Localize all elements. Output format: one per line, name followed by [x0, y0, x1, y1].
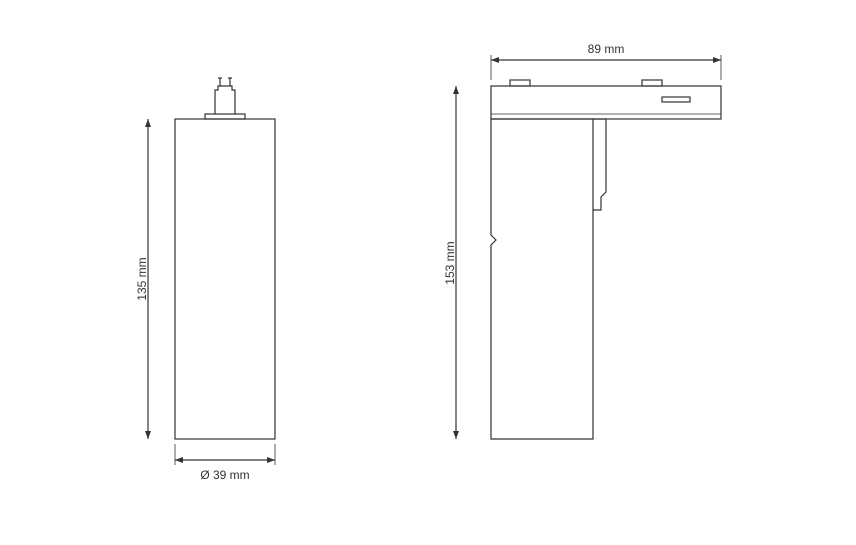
side-adapter-slot — [662, 97, 690, 102]
arrowhead — [145, 119, 151, 127]
side-adapter-notch-1 — [510, 80, 530, 86]
arrowhead — [145, 431, 151, 439]
side-tab — [593, 119, 606, 210]
side-body — [491, 119, 593, 439]
front-top-plate — [205, 114, 245, 119]
front-width-label: Ø 39 mm — [195, 468, 255, 482]
drawing-svg — [0, 0, 856, 540]
arrowhead — [267, 457, 275, 463]
arrowhead — [453, 431, 459, 439]
side-width-label: 89 mm — [576, 42, 636, 56]
arrowhead — [491, 57, 499, 63]
technical-drawing: 135 mm Ø 39 mm 153 mm 89 mm — [0, 0, 856, 540]
front-body — [175, 119, 275, 439]
arrowhead — [453, 86, 459, 94]
arrowhead — [713, 57, 721, 63]
arrowhead — [175, 457, 183, 463]
side-adapter-notch-2 — [642, 80, 662, 86]
side-height-label: 153 mm — [443, 233, 457, 293]
front-connector — [215, 86, 235, 114]
front-height-label: 135 mm — [135, 249, 149, 309]
